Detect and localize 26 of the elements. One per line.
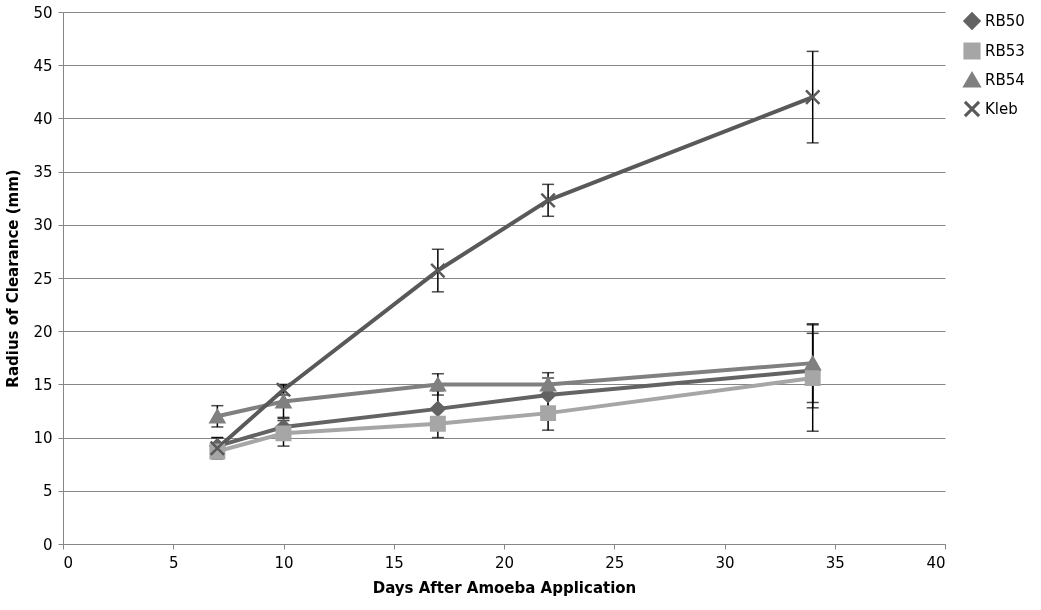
y-tick-label: 15 xyxy=(33,375,53,394)
y-tick-label: 40 xyxy=(33,109,53,128)
y-tick-label: 30 xyxy=(33,216,53,235)
x-tick-label: 25 xyxy=(605,553,625,572)
x-axis-title: Days After Amoeba Application xyxy=(372,578,637,597)
x-tick-label: 30 xyxy=(715,553,735,572)
x-tick-label: 15 xyxy=(384,553,404,572)
x-tick-label: 20 xyxy=(494,553,515,572)
x-tick-label: 35 xyxy=(825,553,845,572)
legend-label: RB54 xyxy=(985,71,1025,89)
x-tick-label: 5 xyxy=(168,553,179,572)
y-tick-label: 10 xyxy=(33,429,53,448)
y-tick-label: 20 xyxy=(33,322,53,341)
y-tick-label: 45 xyxy=(33,56,53,75)
x-tick-label: 40 xyxy=(926,553,946,572)
legend-label: RB53 xyxy=(985,42,1025,60)
legend-label: RB50 xyxy=(985,12,1025,30)
y-tick-label: 50 xyxy=(33,3,53,22)
y-tick-label: 0 xyxy=(42,535,53,554)
x-tick-label: 10 xyxy=(274,553,294,572)
x-tick-label: 0 xyxy=(63,553,74,572)
y-axis-title: Radius of Clearance (mm) xyxy=(4,169,23,388)
y-tick-label: 25 xyxy=(33,269,53,288)
legend-label: Kleb xyxy=(985,100,1018,118)
y-tick-label: 35 xyxy=(33,163,53,182)
y-tick-label: 5 xyxy=(42,482,53,501)
